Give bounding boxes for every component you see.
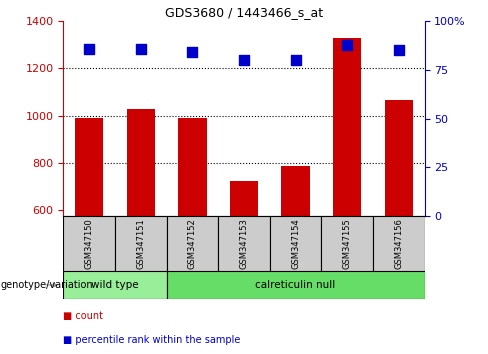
Text: ■ count: ■ count — [63, 310, 103, 320]
Bar — [333, 38, 362, 216]
Text: GSM347153: GSM347153 — [240, 218, 248, 269]
Bar — [115, 216, 166, 271]
Text: calreticulin null: calreticulin null — [255, 280, 336, 290]
Text: GSM347155: GSM347155 — [343, 218, 352, 269]
Text: GSM347156: GSM347156 — [394, 218, 403, 269]
Bar — [127, 109, 155, 216]
Bar — [270, 216, 322, 271]
Text: GSM347154: GSM347154 — [291, 218, 300, 269]
Bar — [75, 118, 103, 216]
Point — [188, 50, 196, 55]
Point — [85, 46, 93, 51]
Bar — [166, 216, 218, 271]
Point — [343, 42, 351, 47]
Bar — [385, 100, 413, 216]
Bar — [63, 216, 115, 271]
Text: genotype/variation: genotype/variation — [1, 280, 94, 290]
Text: wild type: wild type — [91, 280, 139, 290]
Text: ■ percentile rank within the sample: ■ percentile rank within the sample — [63, 335, 241, 345]
Bar — [178, 118, 206, 216]
Bar — [373, 216, 425, 271]
Bar — [218, 216, 270, 271]
Bar — [166, 271, 425, 299]
Text: GSM347151: GSM347151 — [136, 218, 145, 269]
Bar — [63, 271, 166, 299]
Text: GSM347152: GSM347152 — [188, 218, 197, 269]
Text: GSM347150: GSM347150 — [85, 218, 94, 269]
Bar — [230, 181, 258, 216]
Point — [240, 57, 248, 63]
Title: GDS3680 / 1443466_s_at: GDS3680 / 1443466_s_at — [165, 6, 323, 19]
Bar — [282, 166, 310, 216]
Bar — [322, 216, 373, 271]
Point — [395, 48, 403, 53]
Point — [137, 46, 145, 51]
Point — [292, 57, 300, 63]
